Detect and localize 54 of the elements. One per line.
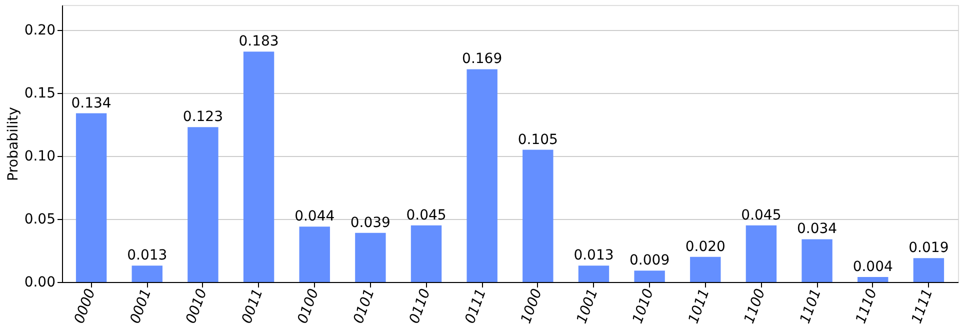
bar [188,127,218,282]
x-tick-label: 1011 [686,286,713,326]
x-tick-label: 0000 [72,286,99,326]
bar [913,258,944,282]
x-tick-label: 1000 [518,286,546,326]
x-tick-label: 1111 [908,286,936,326]
bar [355,232,386,282]
x-tick-label: 1100 [742,286,769,326]
bar [578,266,610,282]
x-tick-label: 1101 [797,286,825,326]
y-tick-label: 0.00 [24,274,56,290]
data-label: 0.013 [127,248,168,264]
y-tick-label: 0.20 [24,22,56,39]
x-tick-label: 0100 [294,286,322,326]
bar [802,239,832,282]
x-tick-label: 1110 [853,286,880,326]
bar [466,69,498,282]
x-tick-label: 1010 [630,286,658,326]
data-label: 0.105 [518,132,558,148]
x-tick-label: 0010 [183,286,211,326]
x-tick-label: 1001 [574,286,602,326]
data-label: 0.020 [685,238,726,255]
bar [132,266,162,282]
x-tick-label: 0011 [239,286,266,326]
y-tick-label: 0.15 [24,86,56,102]
bar [858,276,888,282]
data-label: 0.134 [71,95,112,112]
data-label: 0.019 [908,240,949,256]
bar [76,113,107,282]
x-tick-label: 0110 [406,286,434,326]
data-label: 0.183 [238,34,279,50]
data-label: 0.034 [796,221,838,238]
data-label: 0.013 [574,248,614,264]
data-label: 0.039 [350,214,390,231]
data-label: 0.044 [294,208,335,225]
data-label: 0.009 [630,252,670,269]
bar [410,225,442,282]
bar [243,52,274,282]
data-label: 0.169 [462,51,502,68]
data-label: 0.123 [182,109,224,126]
bar [634,270,665,282]
data-label: 0.045 [406,207,446,224]
bar [522,150,554,282]
y-axis-title: Probability [5,106,22,182]
bar [690,256,721,282]
bar [299,226,330,282]
x-tick-label: 0001 [127,286,155,326]
data-label: 0.045 [741,207,782,224]
y-tick-label: 0.10 [24,148,56,165]
data-label: 0.004 [852,258,893,275]
y-tick-label: 0.05 [24,212,56,228]
x-tick-label: 0101 [350,286,378,326]
x-tick-label: 0111 [462,286,490,326]
bar [746,225,777,282]
